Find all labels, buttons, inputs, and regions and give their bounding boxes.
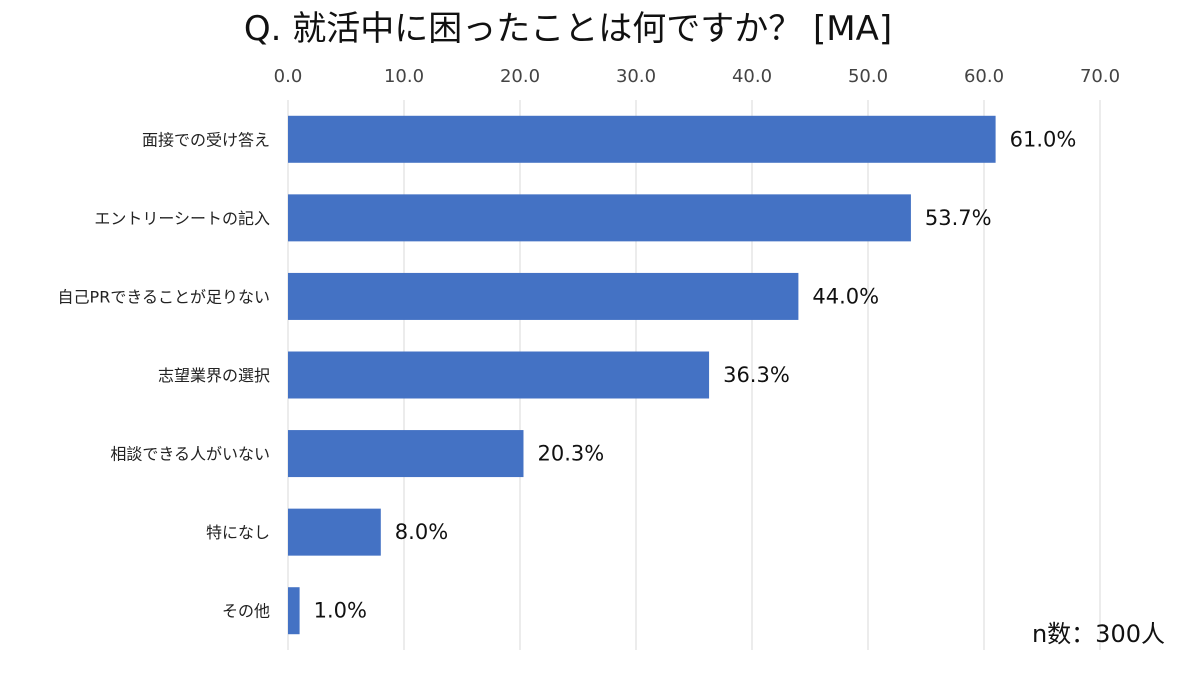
data-label: 61.0% (1010, 127, 1077, 151)
category-label: その他 (222, 602, 270, 621)
x-tick-label: 30.0 (616, 66, 656, 87)
x-tick-label: 70.0 (1080, 66, 1120, 87)
data-labels: 61.0% 53.7% 44.0% 36.3% 20.3% 8.0% 1.0% (314, 127, 1077, 622)
chart-title: Q. 就活中に困ったことは何ですか？ [MA] (244, 9, 892, 49)
bar (288, 351, 710, 399)
x-tick-label: 20.0 (500, 66, 540, 87)
bar (288, 272, 799, 320)
bar (288, 508, 381, 556)
bar (288, 194, 911, 242)
data-label: 36.3% (723, 363, 790, 387)
x-tick-label: 40.0 (732, 66, 772, 87)
data-label: 1.0% (314, 599, 367, 623)
x-tick-label: 0.0 (274, 66, 303, 87)
category-label: 特になし (206, 523, 270, 542)
category-label: 相談できる人がいない (110, 445, 270, 464)
category-labels: 面接での受け答えエントリーシートの記入自己PRできることが足りない志望業界の選択… (58, 130, 270, 620)
bar (288, 115, 996, 163)
category-label: エントリーシートの記入 (94, 209, 270, 228)
x-tick-label: 60.0 (964, 66, 1004, 87)
x-tick-label: 50.0 (848, 66, 888, 87)
bars (288, 115, 996, 635)
x-tick-label: 10.0 (384, 66, 424, 87)
category-label: 志望業界の選択 (158, 366, 270, 385)
data-label: 44.0% (812, 284, 879, 308)
category-label: 自己PRできることが足りない (58, 287, 270, 306)
data-label: 20.3% (537, 442, 604, 466)
sample-size-note: n数：300人 (1032, 620, 1165, 648)
x-axis-ticks: 0.0 10.0 20.0 30.0 40.0 50.0 60.0 70.0 (274, 66, 1120, 87)
bar (288, 587, 300, 635)
data-label: 8.0% (395, 520, 448, 544)
category-label: 面接での受け答え (142, 130, 270, 149)
bar (288, 430, 524, 478)
data-label: 53.7% (925, 206, 992, 230)
